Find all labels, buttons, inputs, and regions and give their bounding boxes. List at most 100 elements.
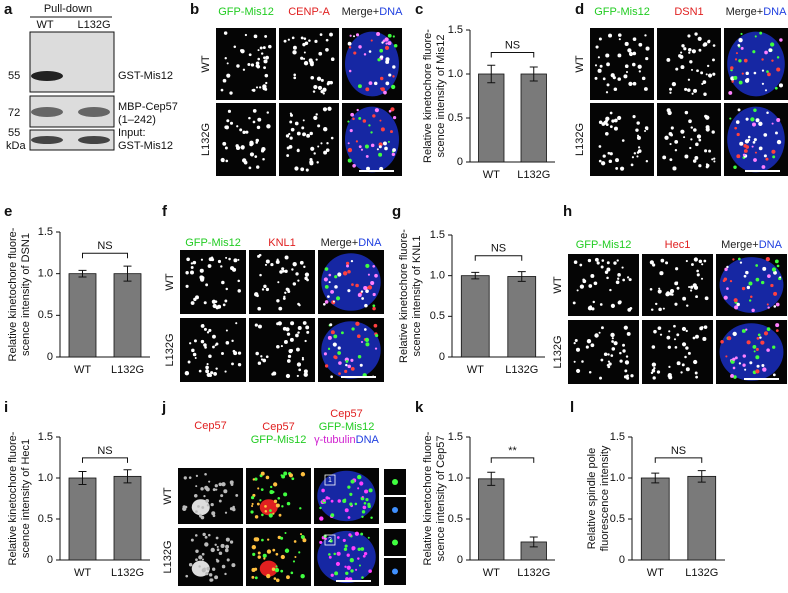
kinetochore-dot — [758, 121, 763, 126]
kinetochore-dot — [379, 55, 384, 59]
kinetochore-dot — [745, 71, 749, 76]
kinetochore-dot — [289, 136, 293, 140]
kinetochore-dot — [327, 106, 332, 111]
kinetochore-dot — [323, 352, 327, 356]
kinetochore-dot — [676, 286, 680, 290]
kinetochore-dot — [198, 565, 201, 568]
kinetochore-dot — [335, 296, 341, 301]
kinetochore-dot — [681, 363, 685, 367]
kinetochore-dot — [645, 159, 649, 163]
kinetochore-dot — [343, 547, 348, 551]
kinetochore-dot — [776, 118, 781, 123]
kinetochore-dot — [195, 485, 198, 488]
kinetochore-dot — [198, 369, 202, 373]
kinetochore-dot — [185, 284, 189, 288]
kinetochore-dot — [289, 120, 293, 124]
micrograph — [246, 468, 311, 524]
error-bar — [123, 469, 132, 484]
kinetochore-dot — [259, 273, 262, 277]
kinetochore-dot — [250, 142, 254, 146]
kinetochore-dot — [342, 271, 348, 276]
kinetochore-dot — [218, 482, 222, 487]
kinetochore-dot — [296, 347, 300, 352]
y-axis-label: scence intensity of Mis12 — [435, 35, 447, 158]
kinetochore-dot — [700, 71, 704, 75]
blot-band — [31, 107, 63, 117]
kinetochore-dot — [210, 547, 215, 553]
kinetochore-dot — [609, 125, 613, 129]
kinetochore-dot — [632, 81, 637, 86]
kinetochore-dot — [225, 287, 229, 291]
channel-label-part: KNL1 — [268, 237, 296, 249]
kinetochore-dot — [619, 351, 622, 355]
inset-box — [324, 534, 336, 546]
kinetochore-dot — [730, 374, 734, 378]
dna-stain — [727, 31, 785, 97]
kinetochore-dot — [346, 264, 349, 268]
kinetochore-dot — [361, 515, 364, 518]
kinetochore-dot — [345, 363, 348, 367]
kinetochore-dot — [285, 287, 289, 291]
kinetochore-dot — [235, 493, 239, 497]
kinetochore-dot — [626, 331, 631, 336]
kinetochore-dot — [323, 150, 328, 155]
kinetochore-dot — [352, 163, 356, 168]
kinetochore-dot — [264, 505, 267, 508]
kinetochore-dot — [748, 281, 753, 286]
kinetochore-dot — [232, 505, 235, 509]
kinetochore-dot — [366, 166, 371, 171]
x-tick-label: L132G — [685, 567, 718, 579]
kinetochore-dot — [636, 155, 639, 158]
kinetochore-dot — [286, 575, 290, 580]
kinetochore-dot — [233, 258, 238, 263]
kinetochore-dot — [611, 337, 614, 340]
kinetochore-dot — [275, 259, 280, 264]
kinetochore-dot — [266, 549, 272, 554]
kinetochore-dot — [297, 279, 300, 282]
kinetochore-dot — [220, 88, 224, 92]
kinetochore-dot — [755, 277, 760, 282]
kinetochore-dot — [248, 53, 252, 57]
kinetochore-dot — [746, 285, 751, 290]
kinetochore-dot — [264, 34, 268, 38]
kinetochore-dot — [347, 516, 351, 519]
kinetochore-dot — [224, 125, 228, 130]
kinetochore-dot — [630, 163, 634, 167]
kinetochore-dot — [766, 303, 769, 306]
kinetochore-dot — [617, 115, 622, 121]
kinetochore-dot — [286, 501, 291, 506]
kinetochore-dot — [684, 110, 689, 115]
kinetochore-dot — [240, 49, 243, 53]
channel-label: Cep57 — [194, 420, 226, 432]
kinetochore-dot — [689, 60, 693, 64]
y-tick-label: 0.5 — [38, 513, 53, 525]
kinetochore-dot — [326, 142, 329, 145]
kinetochore-dot — [230, 266, 235, 271]
y-tick-label: 0 — [439, 351, 445, 363]
inset-box — [324, 474, 336, 486]
micrograph — [568, 320, 639, 384]
kinetochore-dot — [690, 126, 693, 129]
kinetochore-dot — [278, 306, 283, 311]
kinetochore-dot — [364, 144, 369, 149]
kinetochore-dot — [221, 280, 225, 285]
kinetochore-dot — [287, 38, 290, 41]
kinetochore-dot — [252, 109, 257, 113]
kinetochore-dot — [305, 325, 310, 330]
kinetochore-dot — [206, 567, 210, 571]
channel-label-part: GFP-Mis12 — [576, 239, 632, 251]
kinetochore-dot — [733, 298, 738, 303]
kinetochore-dot — [229, 480, 234, 485]
kinetochore-dot — [624, 64, 629, 69]
kinetochore-dot — [372, 304, 376, 308]
kinetochore-dot — [692, 336, 696, 340]
bar — [68, 273, 97, 358]
kinetochore-dot — [220, 494, 224, 498]
kinetochore-dot — [347, 142, 350, 145]
kinetochore-dot — [770, 42, 775, 47]
kinetochore-dot — [374, 347, 378, 350]
kinetochore-dot — [265, 355, 269, 359]
kinetochore-dot — [344, 544, 348, 548]
kinetochore-dot — [320, 78, 324, 82]
kinetochore-dot — [579, 284, 585, 289]
